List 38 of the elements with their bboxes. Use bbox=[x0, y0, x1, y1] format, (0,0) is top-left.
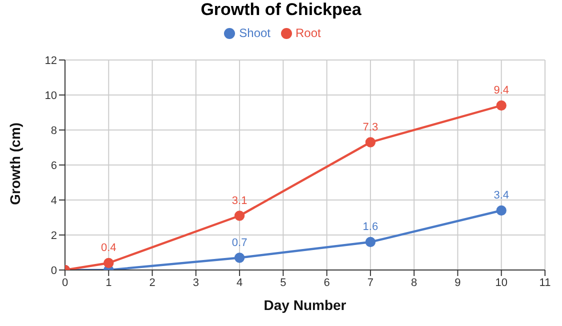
x-tick-label: 6 bbox=[324, 276, 330, 289]
y-tick-label: 4 bbox=[50, 194, 57, 207]
y-tick-label: 0 bbox=[50, 264, 57, 277]
x-tick-label: 5 bbox=[280, 276, 286, 289]
data-label: 0.7 bbox=[232, 236, 248, 249]
data-label: 3.4 bbox=[494, 190, 510, 202]
point bbox=[104, 258, 114, 268]
y-tick-label: 6 bbox=[50, 160, 57, 172]
y-axis-title: Growth (cm) bbox=[6, 122, 23, 205]
legend-label: Shoot bbox=[239, 26, 270, 40]
point bbox=[496, 100, 506, 111]
data-label: 1.6 bbox=[362, 221, 378, 233]
data-label: 9.4 bbox=[494, 84, 510, 96]
x-tick-label: 0 bbox=[62, 276, 68, 289]
x-tick-label: 7 bbox=[367, 276, 374, 289]
chart-title: Growth of Chickpea bbox=[200, 0, 362, 20]
x-tick-label: 9 bbox=[454, 276, 461, 289]
point bbox=[365, 236, 376, 248]
y-tick-label: 12 bbox=[44, 54, 57, 67]
point bbox=[234, 210, 245, 221]
y-tick-label: 8 bbox=[50, 124, 57, 137]
point bbox=[365, 137, 376, 148]
x-tick-label: 8 bbox=[411, 276, 418, 289]
data-label: 3.1 bbox=[232, 194, 248, 207]
x-axis-title: Day Number bbox=[264, 297, 347, 313]
point bbox=[496, 205, 506, 216]
data-label: 0.4 bbox=[100, 242, 116, 254]
y-tick-label: 10 bbox=[44, 90, 57, 102]
x-tick-label: 1 bbox=[106, 276, 112, 289]
x-tick-label: 3 bbox=[192, 276, 199, 289]
x-tick-label: 4 bbox=[236, 276, 243, 289]
legend-label: Root bbox=[296, 26, 321, 40]
x-tick-label: 11 bbox=[539, 276, 551, 289]
y-tick-label: 2 bbox=[50, 230, 57, 242]
point bbox=[234, 252, 245, 263]
x-tick-label: 10 bbox=[495, 276, 508, 289]
x-tick-label: 2 bbox=[149, 276, 156, 289]
data-label: 7.3 bbox=[362, 121, 378, 134]
